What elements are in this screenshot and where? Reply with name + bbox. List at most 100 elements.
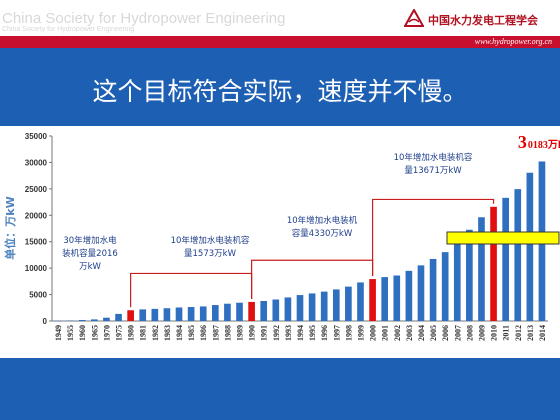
x-tick-label: 2007 [453, 325, 462, 341]
watermark-text: China Society for Hydropower Engineering [2, 10, 286, 27]
x-tick-label: 2002 [393, 325, 402, 341]
x-tick-label: 1997 [332, 325, 341, 341]
y-tick-label: 0 [43, 317, 48, 326]
x-tick-label: 2008 [465, 325, 474, 341]
x-tick-label: 1960 [78, 325, 87, 341]
x-tick-label: 1995 [308, 325, 317, 341]
chart-bar [211, 305, 219, 321]
x-tick-label: 1965 [90, 325, 99, 341]
chart-bar [139, 309, 147, 321]
chart-bar [103, 317, 110, 321]
chart-bar [284, 297, 292, 321]
x-tick-label: 1998 [344, 325, 353, 341]
chart-bar [236, 302, 243, 321]
x-tick-label: 2001 [381, 325, 390, 341]
org-name: 中国水力发电工程学会 [428, 14, 538, 27]
annotation-text: 10年增加水电装机容 [394, 152, 473, 163]
chart-bar [345, 286, 352, 321]
x-tick-label: 2011 [502, 325, 511, 341]
annotation-text: 装机容量2016 [62, 248, 118, 259]
x-tick-label: 2013 [526, 325, 535, 341]
bracket-line [371, 198, 495, 277]
annotation-text: 10年增加水电装机 [287, 215, 358, 226]
chart-bar [308, 293, 316, 321]
chart-bar [187, 307, 195, 321]
x-tick-label: 1994 [296, 325, 305, 341]
annotation-text: 万kW [79, 262, 101, 272]
x-tick-label: 2000 [369, 325, 378, 341]
chart-bar [272, 299, 280, 321]
chart-bar [466, 229, 473, 321]
y-tick-label: 25000 [25, 185, 48, 194]
final-value-label: 0183万kW [528, 139, 560, 151]
y-tick-label: 20000 [25, 211, 48, 220]
chart-bar [393, 275, 401, 321]
chart-bar [163, 308, 171, 321]
slide-title: 这个目标符合实际，速度并不慢。 [92, 77, 468, 106]
x-tick-label: 1980 [127, 325, 136, 341]
chart-bar [66, 320, 74, 321]
bar-chart: 单位：万kW 0 5000 10000 15000 20000 25000 30000 3500… [3, 132, 560, 341]
x-tick-label: 1992 [272, 325, 281, 341]
chart-bar [224, 303, 231, 321]
chart-bar [526, 172, 534, 321]
x-tick-label: 2012 [514, 325, 523, 341]
x-tick-label: 1955 [66, 325, 75, 341]
yellow-marker [446, 231, 560, 245]
org-url: www.hydropower.org.cn [474, 37, 552, 46]
y-axis-label: 单位：万kW [3, 196, 17, 259]
annotation-text: 10年增加水电装机容 [171, 235, 250, 246]
slide-header: China Society for Hydropower Engineering… [0, 0, 560, 48]
x-tick-label: 1993 [284, 325, 293, 341]
chart-bar [296, 295, 304, 321]
x-tick-label: 2009 [477, 325, 486, 341]
bracket-line [251, 259, 374, 299]
x-tick-label: 1989 [236, 325, 245, 341]
x-tick-label: 1975 [115, 325, 124, 341]
final-value-label: 3 [518, 132, 527, 152]
x-tick-label: 2003 [405, 325, 414, 341]
cshe-logo-icon [404, 9, 424, 27]
y-tick-label: 10000 [25, 264, 48, 273]
chart-bar [115, 313, 122, 321]
chart-bar [478, 217, 485, 321]
watermark-subtext: China Society for Hydropower Engineering [2, 26, 135, 33]
x-tick-label: 2006 [441, 325, 450, 341]
y-tick-label: 30000 [25, 158, 48, 167]
x-tick-label: 1983 [163, 325, 172, 341]
chart-bar [381, 277, 389, 321]
chart-bar [248, 301, 255, 321]
annotation-text: 量13671万kW [404, 166, 462, 176]
x-tick-label: 1982 [151, 325, 160, 341]
x-tick-label: 1991 [260, 325, 269, 341]
y-tick-label: 35000 [25, 132, 48, 141]
chart-bar [417, 265, 425, 321]
x-tick-label: 1981 [139, 325, 148, 341]
header-band [0, 36, 560, 48]
chart-bar [429, 258, 437, 321]
x-tick-label: 1988 [223, 325, 232, 341]
x-tick-label: 1970 [102, 325, 111, 341]
chart-bar [441, 252, 449, 321]
chart-bar [54, 320, 62, 322]
x-tick-label: 1999 [356, 325, 365, 341]
chart-bar [260, 300, 268, 321]
x-tick-label: 1985 [187, 325, 196, 341]
chart-bar [405, 270, 413, 321]
x-tick-label: 1987 [211, 325, 220, 341]
x-tick-label: 2010 [490, 325, 499, 341]
chart-bar [502, 197, 509, 321]
chart-bar [453, 242, 461, 321]
annotation-text: 量1573万kW [184, 249, 237, 259]
x-tick-label: 1949 [54, 325, 63, 341]
chart-bar [332, 289, 340, 321]
x-tick-label: 1996 [320, 325, 329, 341]
chart-bar [369, 279, 376, 321]
chart-bar [151, 308, 159, 321]
chart-bar [490, 206, 497, 321]
x-tick-label: 2004 [417, 325, 426, 341]
x-tick-label: 1986 [199, 325, 208, 341]
x-tick-label: 1990 [248, 325, 257, 341]
chart-bar [127, 310, 134, 321]
x-tick-label: 2005 [429, 325, 438, 341]
